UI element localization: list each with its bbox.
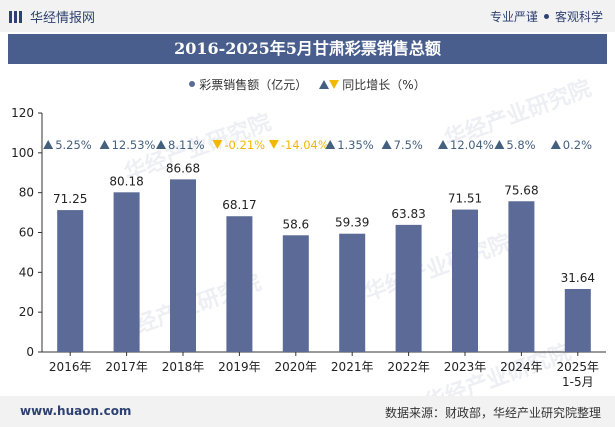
footer-site-link[interactable]: www.huaon.com <box>20 404 132 418</box>
growth-label: -14.04% <box>281 138 329 152</box>
tagline-left: 专业严谨 <box>489 10 538 24</box>
tagline-right: 客观科学 <box>554 10 603 24</box>
legend: 彩票销售额（亿元） 同比增长（%） <box>0 74 615 94</box>
legend-item-growth: 同比增长（%） <box>319 76 426 93</box>
y-tick-label: 0 <box>26 345 34 359</box>
bar-value-label: 31.64 <box>561 271 595 285</box>
bar <box>395 224 422 352</box>
growth-up-triangle-icon <box>438 140 448 149</box>
legend-label-sales: 彩票销售额（亿元） <box>199 77 308 92</box>
bar-value-label: 68.17 <box>222 198 256 212</box>
x-tick-label: 2021年 <box>331 360 374 374</box>
bar-value-label: 80.18 <box>109 174 143 188</box>
growth-label: 12.04% <box>450 138 494 152</box>
growth-up-triangle-icon <box>99 140 110 149</box>
growth-up-triangle-icon <box>381 140 392 149</box>
legend-item-sales: 彩票销售额（亿元） <box>189 76 307 93</box>
growth-label: 0.2% <box>563 138 592 152</box>
bar-value-label: 75.68 <box>504 183 538 197</box>
footer-bar: www.huaon.com 数据来源：财政部，华经产业研究院整理 <box>0 396 615 427</box>
y-tick-label: 120 <box>11 106 34 120</box>
growth-label: 7.5% <box>394 138 423 152</box>
legend-up-triangle-icon <box>319 79 330 89</box>
title-bar: 2016-2025年5月甘肃彩票销售总额 <box>8 34 607 64</box>
legend-label-growth: 同比增长（%） <box>342 77 426 92</box>
bar <box>282 235 309 352</box>
growth-up-triangle-icon <box>325 140 336 149</box>
bar-value-label: 86.68 <box>166 161 200 175</box>
bar <box>113 192 140 352</box>
bar <box>564 288 591 352</box>
x-tick-label: 2025年 <box>557 360 600 374</box>
x-tick-label: 2024年 <box>500 360 543 374</box>
chart-title: 2016-2025年5月甘肃彩票销售总额 <box>174 39 441 58</box>
header-bar: 华经情报网 专业严谨 客观科学 <box>0 0 615 32</box>
growth-label: 1.35% <box>337 138 374 152</box>
y-tick-label: 40 <box>19 265 34 279</box>
x-tick-label: 2017年 <box>105 360 148 374</box>
brand[interactable]: 华经情报网 <box>8 7 95 26</box>
bar-value-label: 71.51 <box>448 192 482 206</box>
growth-label: 12.53% <box>112 138 156 152</box>
brand-name: 华经情报网 <box>30 11 96 26</box>
bar <box>339 233 366 352</box>
legend-down-triangle-icon <box>329 79 340 89</box>
y-tick-label: 100 <box>11 146 34 160</box>
x-tick-label: 2019年 <box>218 360 261 374</box>
bar-value-label: 58.6 <box>282 217 309 231</box>
separator-dot-icon <box>543 14 549 19</box>
x-tick-label: 2020年 <box>275 360 318 374</box>
brand-logo-icon <box>9 10 22 23</box>
growth-label: 5.8% <box>506 138 535 152</box>
y-tick-label: 20 <box>19 305 34 319</box>
growth-label: 5.25% <box>55 138 92 152</box>
growth-label: -0.21% <box>224 138 265 152</box>
footer-source: 数据来源：财政部，华经产业研究院整理 <box>384 406 601 420</box>
tagline: 专业严谨 客观科学 <box>490 8 603 25</box>
growth-up-triangle-icon <box>494 140 505 149</box>
bar-value-label: 71.25 <box>53 192 87 206</box>
growth-up-triangle-icon <box>43 140 54 149</box>
bar <box>170 179 196 352</box>
bar-value-label: 59.39 <box>335 216 369 230</box>
x-tick-label: 2022年 <box>387 360 430 374</box>
bar <box>57 210 84 352</box>
y-tick-label: 80 <box>19 186 34 200</box>
bar <box>226 216 253 352</box>
bar-value-label: 63.83 <box>391 207 425 221</box>
x-tick-label: 2016年 <box>49 360 92 374</box>
growth-down-triangle-icon <box>268 140 279 149</box>
y-tick-label: 60 <box>19 226 34 240</box>
growth-up-triangle-icon <box>550 140 561 149</box>
growth-down-triangle-icon <box>212 140 223 149</box>
legend-bar-swatch-icon <box>189 81 196 87</box>
bar <box>452 209 478 352</box>
x-tick-label: 2023年 <box>444 360 487 374</box>
x-tick-label: 1-5月 <box>562 375 594 389</box>
growth-up-triangle-icon <box>156 140 166 149</box>
growth-label: 8.11% <box>168 138 205 152</box>
x-tick-label: 2018年 <box>162 360 205 374</box>
bar <box>508 201 535 352</box>
